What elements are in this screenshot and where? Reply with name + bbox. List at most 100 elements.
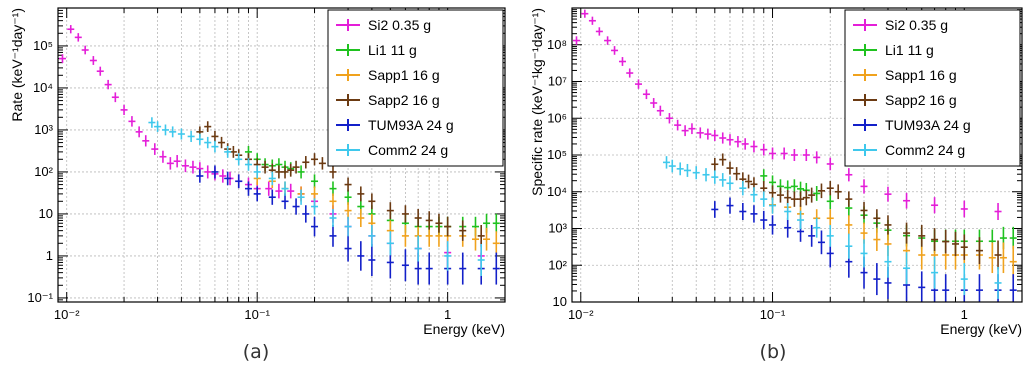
data-point	[960, 200, 968, 218]
data-point	[884, 215, 892, 235]
data-point	[688, 123, 696, 135]
data-point	[297, 189, 305, 205]
data-point	[311, 216, 319, 237]
data-point	[834, 184, 842, 200]
data-point	[311, 198, 319, 215]
data-point	[154, 121, 162, 132]
data-point	[189, 160, 197, 174]
data-point	[444, 241, 452, 271]
data-point	[492, 252, 500, 285]
data-point	[918, 224, 926, 247]
data-point	[224, 171, 232, 186]
data-point	[942, 229, 950, 254]
data-point	[994, 266, 1002, 299]
data-point	[903, 222, 911, 244]
data-point	[760, 191, 768, 207]
data-point	[311, 174, 319, 189]
y-tick-label: 10³	[34, 122, 53, 137]
data-point	[311, 153, 319, 166]
data-point	[148, 117, 156, 128]
data-point	[111, 92, 119, 103]
data-point	[826, 193, 834, 210]
data-point	[224, 145, 232, 158]
data-point	[161, 124, 169, 136]
data-point	[826, 181, 834, 196]
legend-label: Sapp2 16 g	[368, 92, 440, 108]
data-point	[128, 116, 136, 127]
data-point	[808, 187, 816, 203]
legend-label: Si2 0.35 g	[885, 17, 948, 33]
data-point	[760, 210, 768, 230]
data-point	[769, 215, 777, 235]
data-point	[196, 133, 204, 145]
data-point	[357, 241, 365, 271]
data-point	[196, 169, 204, 183]
data-point	[994, 240, 1002, 270]
legend-label: Sapp1 16 g	[885, 67, 957, 83]
series-comm2	[148, 117, 485, 276]
data-point	[261, 160, 269, 174]
data-point	[817, 183, 825, 199]
data-point	[860, 202, 868, 219]
data-point	[281, 193, 289, 210]
legend-label: Li1 11 g	[885, 42, 934, 58]
data-point	[151, 143, 159, 155]
data-point	[425, 252, 433, 285]
y-axis-label: Specific rate (keV⁻¹kg⁻¹day⁻¹)	[529, 8, 545, 196]
data-point	[960, 234, 968, 260]
data-point	[368, 193, 376, 210]
legend-item-li1: Li1 11 g	[336, 42, 417, 58]
data-point	[702, 168, 710, 182]
data-point	[873, 209, 881, 228]
data-point	[873, 228, 881, 251]
x-tick-label: 1	[444, 307, 451, 322]
data-point	[634, 79, 642, 89]
data-point	[903, 252, 911, 285]
data-point	[275, 165, 283, 179]
data-point	[674, 119, 682, 131]
data-point	[67, 25, 75, 34]
data-point	[626, 68, 634, 78]
legend-label: TUM93A 24 g	[368, 117, 454, 133]
legend-label: Sapp1 16 g	[368, 67, 440, 83]
data-point	[159, 150, 167, 163]
data-point	[790, 179, 798, 194]
data-point	[253, 165, 261, 179]
data-point	[292, 160, 300, 174]
data-point	[733, 167, 741, 181]
data-point	[760, 143, 768, 156]
y-tick-label: 10⁸	[547, 37, 567, 52]
data-point	[826, 157, 834, 171]
data-point	[477, 224, 485, 247]
data-point	[444, 216, 452, 237]
data-point	[235, 174, 243, 189]
data-point	[329, 193, 337, 210]
data-point	[741, 138, 749, 150]
data-point	[975, 237, 983, 265]
data-point	[813, 217, 821, 238]
data-point	[790, 149, 798, 161]
data-point	[588, 16, 596, 25]
data-point	[104, 79, 112, 90]
data-point	[414, 235, 422, 262]
data-point	[477, 244, 485, 276]
data-point	[719, 173, 727, 187]
series-si2	[573, 9, 1002, 221]
y-tick-label: 10⁶	[547, 110, 567, 125]
data-point	[797, 210, 805, 230]
data-point	[750, 187, 758, 203]
data-point	[96, 66, 104, 76]
data-point	[265, 181, 273, 196]
y-tick-label: 10³	[548, 221, 567, 236]
data-point	[802, 190, 810, 206]
data-point	[683, 163, 691, 177]
data-point	[711, 170, 719, 184]
data-point	[681, 125, 689, 137]
data-point	[704, 128, 712, 140]
data-point	[726, 176, 734, 191]
legend-item-sapp1: Sapp1 16 g	[853, 67, 957, 83]
legend-item-li1: Li1 11 g	[853, 42, 934, 58]
data-point	[1009, 274, 1017, 302]
data-point	[268, 171, 276, 186]
